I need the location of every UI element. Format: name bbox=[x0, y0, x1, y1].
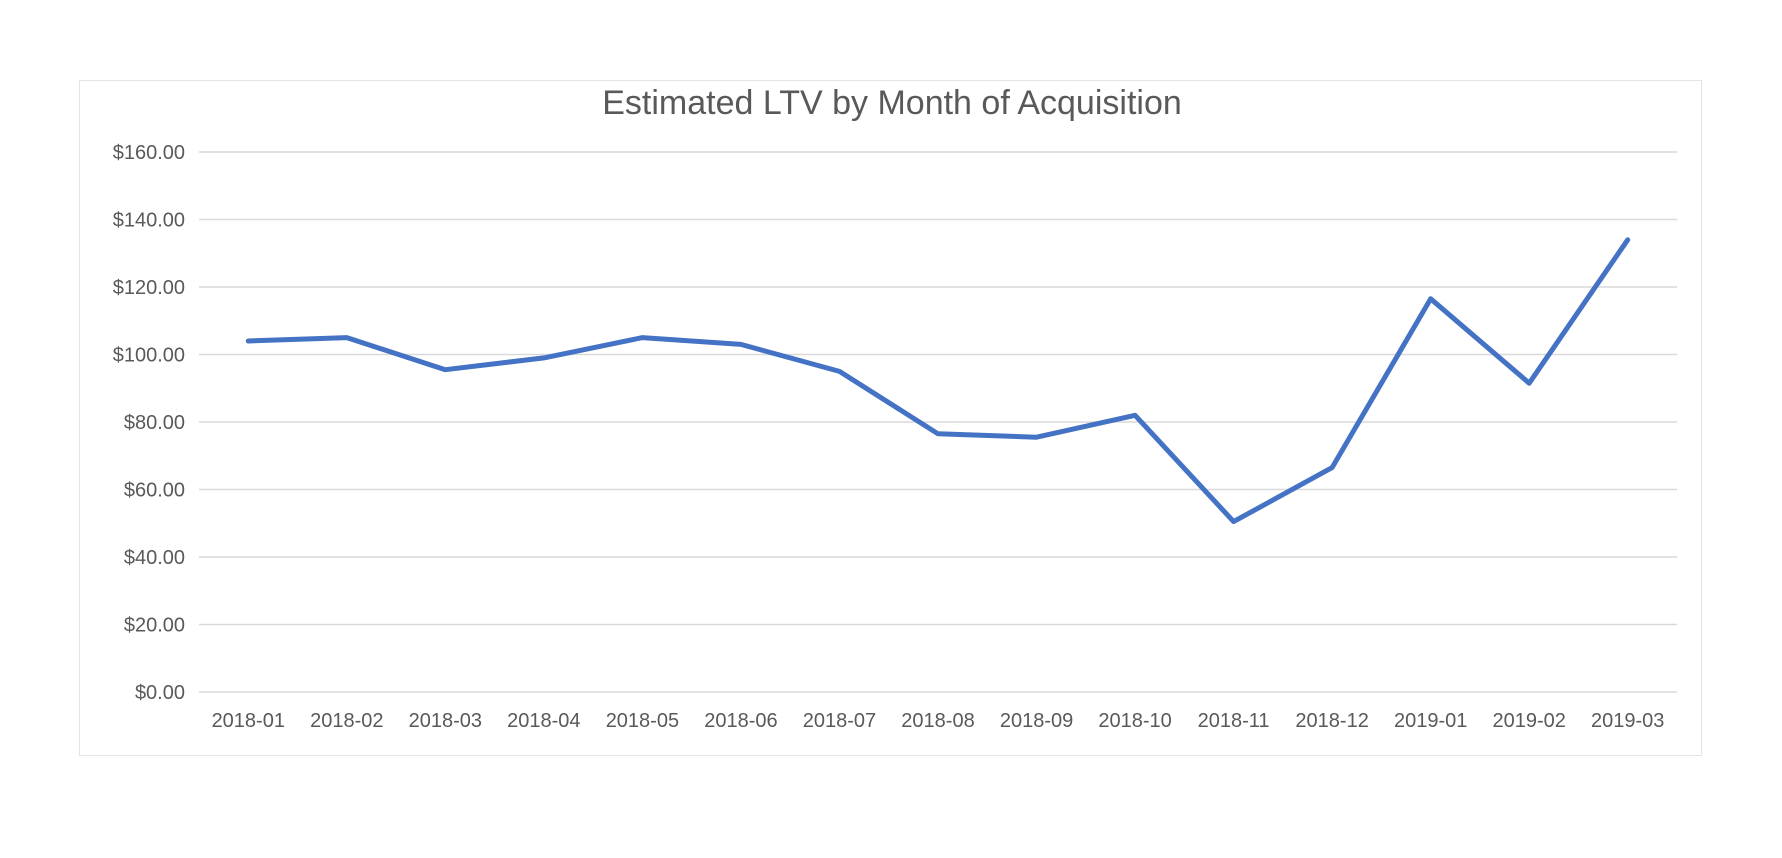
x-tick-label: 2018-02 bbox=[310, 710, 383, 732]
x-tick-label: 2018-06 bbox=[704, 710, 777, 732]
y-tick-label: $60.00 bbox=[124, 480, 185, 502]
y-tick-label: $0.00 bbox=[135, 682, 185, 704]
x-tick-label: 2019-02 bbox=[1492, 710, 1565, 732]
y-tick-label: $80.00 bbox=[124, 412, 185, 434]
series-lines bbox=[245, 237, 1631, 525]
y-tick-label: $160.00 bbox=[113, 142, 185, 164]
series-line bbox=[245, 237, 1631, 525]
x-tick-label: 2018-01 bbox=[212, 710, 285, 732]
x-tick-label: 2018-08 bbox=[901, 710, 974, 732]
line-chart: Estimated LTV by Month of Acquisition $0… bbox=[113, 84, 1677, 732]
x-tick-label: 2018-04 bbox=[507, 710, 580, 732]
chart-area: Estimated LTV by Month of Acquisition $0… bbox=[79, 80, 1702, 756]
x-axis-tick-labels: 2018-01 2018-02 2018-03 2018-04 2018-05 2018-… bbox=[212, 710, 1665, 732]
y-tick-label: $140.00 bbox=[113, 210, 185, 232]
x-tick-label: 2018-09 bbox=[1000, 710, 1073, 732]
x-tick-label: 2019-03 bbox=[1591, 710, 1664, 732]
y-tick-label: $120.00 bbox=[113, 277, 185, 299]
y-tick-label: $100.00 bbox=[113, 345, 185, 367]
x-tick-label: 2018-07 bbox=[803, 710, 876, 732]
x-tick-label: 2018-12 bbox=[1295, 710, 1368, 732]
y-axis-tick-labels: $0.00 $20.00 $40.00 $60.00 $80.00 $100.00 $120… bbox=[113, 142, 185, 704]
x-tick-label: 2019-01 bbox=[1394, 710, 1467, 732]
x-tick-label: 2018-03 bbox=[409, 710, 482, 732]
x-tick-label: 2018-05 bbox=[606, 710, 679, 732]
x-tick-label: 2018-11 bbox=[1198, 710, 1270, 732]
y-tick-label: $20.00 bbox=[124, 615, 185, 637]
y-tick-label: $40.00 bbox=[124, 547, 185, 569]
gridlines bbox=[199, 151, 1677, 693]
chart-title: Estimated LTV by Month of Acquisition bbox=[602, 84, 1182, 122]
x-tick-label: 2018-10 bbox=[1098, 710, 1171, 732]
